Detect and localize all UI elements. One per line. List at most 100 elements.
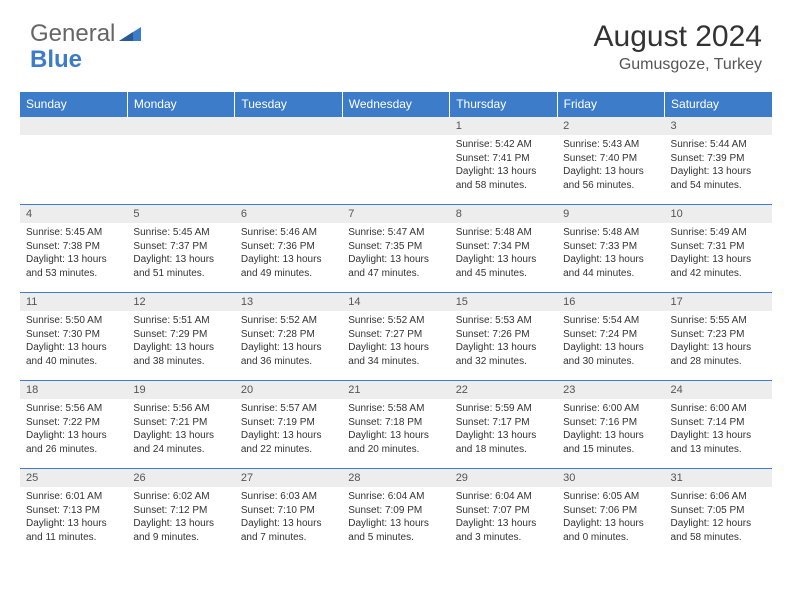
day-number: 22 <box>450 381 557 399</box>
logo-triangle-icon <box>119 20 141 48</box>
day-details: Sunrise: 5:51 AMSunset: 7:29 PMDaylight:… <box>127 311 234 374</box>
calendar-day-cell: 27Sunrise: 6:03 AMSunset: 7:10 PMDayligh… <box>235 469 342 557</box>
day-details: Sunrise: 5:52 AMSunset: 7:27 PMDaylight:… <box>342 311 449 374</box>
day-details: Sunrise: 5:52 AMSunset: 7:28 PMDaylight:… <box>235 311 342 374</box>
calendar-day-cell: 21Sunrise: 5:58 AMSunset: 7:18 PMDayligh… <box>342 381 449 469</box>
calendar-day-cell: 31Sunrise: 6:06 AMSunset: 7:05 PMDayligh… <box>665 469 772 557</box>
day-number <box>235 117 342 135</box>
day-details: Sunrise: 5:56 AMSunset: 7:22 PMDaylight:… <box>20 399 127 462</box>
day-details: Sunrise: 5:49 AMSunset: 7:31 PMDaylight:… <box>665 223 772 286</box>
day-details: Sunrise: 6:01 AMSunset: 7:13 PMDaylight:… <box>20 487 127 550</box>
calendar-day-cell: 16Sunrise: 5:54 AMSunset: 7:24 PMDayligh… <box>557 293 664 381</box>
day-details: Sunrise: 6:06 AMSunset: 7:05 PMDaylight:… <box>665 487 772 550</box>
day-number: 14 <box>342 293 449 311</box>
day-details: Sunrise: 5:59 AMSunset: 7:17 PMDaylight:… <box>450 399 557 462</box>
day-number: 28 <box>342 469 449 487</box>
day-details: Sunrise: 5:56 AMSunset: 7:21 PMDaylight:… <box>127 399 234 462</box>
calendar-day-cell: 14Sunrise: 5:52 AMSunset: 7:27 PMDayligh… <box>342 293 449 381</box>
calendar-day-cell: 29Sunrise: 6:04 AMSunset: 7:07 PMDayligh… <box>450 469 557 557</box>
day-details: Sunrise: 6:00 AMSunset: 7:16 PMDaylight:… <box>557 399 664 462</box>
calendar-head: SundayMondayTuesdayWednesdayThursdayFrid… <box>20 92 772 117</box>
calendar-day-cell: 17Sunrise: 5:55 AMSunset: 7:23 PMDayligh… <box>665 293 772 381</box>
day-header: Monday <box>127 92 234 117</box>
day-number: 16 <box>557 293 664 311</box>
calendar-day-cell: 1Sunrise: 5:42 AMSunset: 7:41 PMDaylight… <box>450 117 557 205</box>
day-number: 19 <box>127 381 234 399</box>
day-details: Sunrise: 5:43 AMSunset: 7:40 PMDaylight:… <box>557 135 664 198</box>
day-number: 17 <box>665 293 772 311</box>
day-header: Wednesday <box>342 92 449 117</box>
calendar-day-cell: 28Sunrise: 6:04 AMSunset: 7:09 PMDayligh… <box>342 469 449 557</box>
day-header: Saturday <box>665 92 772 117</box>
calendar-day-cell: 23Sunrise: 6:00 AMSunset: 7:16 PMDayligh… <box>557 381 664 469</box>
day-number: 3 <box>665 117 772 135</box>
day-number: 26 <box>127 469 234 487</box>
logo-text-blue: Blue <box>30 46 82 73</box>
calendar-day-cell: 4Sunrise: 5:45 AMSunset: 7:38 PMDaylight… <box>20 205 127 293</box>
day-number: 29 <box>450 469 557 487</box>
day-details: Sunrise: 5:42 AMSunset: 7:41 PMDaylight:… <box>450 135 557 198</box>
calendar-day-cell: 8Sunrise: 5:48 AMSunset: 7:34 PMDaylight… <box>450 205 557 293</box>
calendar-day-cell: 10Sunrise: 5:49 AMSunset: 7:31 PMDayligh… <box>665 205 772 293</box>
day-number: 7 <box>342 205 449 223</box>
day-number: 2 <box>557 117 664 135</box>
day-number: 6 <box>235 205 342 223</box>
day-details: Sunrise: 6:00 AMSunset: 7:14 PMDaylight:… <box>665 399 772 462</box>
calendar-day-cell: 5Sunrise: 5:45 AMSunset: 7:37 PMDaylight… <box>127 205 234 293</box>
day-number: 9 <box>557 205 664 223</box>
calendar-day-cell: 25Sunrise: 6:01 AMSunset: 7:13 PMDayligh… <box>20 469 127 557</box>
day-details: Sunrise: 5:57 AMSunset: 7:19 PMDaylight:… <box>235 399 342 462</box>
day-details: Sunrise: 5:54 AMSunset: 7:24 PMDaylight:… <box>557 311 664 374</box>
day-number <box>20 117 127 135</box>
day-header: Sunday <box>20 92 127 117</box>
day-header: Tuesday <box>235 92 342 117</box>
day-number: 4 <box>20 205 127 223</box>
day-number: 1 <box>450 117 557 135</box>
calendar-day-cell: 13Sunrise: 5:52 AMSunset: 7:28 PMDayligh… <box>235 293 342 381</box>
calendar-table: SundayMondayTuesdayWednesdayThursdayFrid… <box>20 92 772 557</box>
logo-text-general: General <box>30 20 115 48</box>
calendar-week-row: 1Sunrise: 5:42 AMSunset: 7:41 PMDaylight… <box>20 117 772 205</box>
page-header: General August 2024 Gumusgoze, Turkey <box>0 0 792 84</box>
calendar-day-cell: 15Sunrise: 5:53 AMSunset: 7:26 PMDayligh… <box>450 293 557 381</box>
day-details: Sunrise: 5:58 AMSunset: 7:18 PMDaylight:… <box>342 399 449 462</box>
day-number: 15 <box>450 293 557 311</box>
day-header: Friday <box>557 92 664 117</box>
day-header: Thursday <box>450 92 557 117</box>
day-number: 13 <box>235 293 342 311</box>
day-details: Sunrise: 6:03 AMSunset: 7:10 PMDaylight:… <box>235 487 342 550</box>
day-details: Sunrise: 5:45 AMSunset: 7:38 PMDaylight:… <box>20 223 127 286</box>
calendar-day-cell <box>20 117 127 205</box>
day-details: Sunrise: 5:50 AMSunset: 7:30 PMDaylight:… <box>20 311 127 374</box>
day-number: 20 <box>235 381 342 399</box>
calendar-day-cell <box>127 117 234 205</box>
calendar-day-cell <box>235 117 342 205</box>
calendar-day-cell: 11Sunrise: 5:50 AMSunset: 7:30 PMDayligh… <box>20 293 127 381</box>
calendar-week-row: 18Sunrise: 5:56 AMSunset: 7:22 PMDayligh… <box>20 381 772 469</box>
day-details: Sunrise: 5:47 AMSunset: 7:35 PMDaylight:… <box>342 223 449 286</box>
day-number: 30 <box>557 469 664 487</box>
month-title: August 2024 <box>594 20 762 54</box>
day-number: 27 <box>235 469 342 487</box>
calendar-day-cell: 12Sunrise: 5:51 AMSunset: 7:29 PMDayligh… <box>127 293 234 381</box>
day-details: Sunrise: 6:05 AMSunset: 7:06 PMDaylight:… <box>557 487 664 550</box>
day-details: Sunrise: 5:53 AMSunset: 7:26 PMDaylight:… <box>450 311 557 374</box>
calendar-week-row: 25Sunrise: 6:01 AMSunset: 7:13 PMDayligh… <box>20 469 772 557</box>
day-details: Sunrise: 5:48 AMSunset: 7:33 PMDaylight:… <box>557 223 664 286</box>
day-details: Sunrise: 6:02 AMSunset: 7:12 PMDaylight:… <box>127 487 234 550</box>
day-number: 24 <box>665 381 772 399</box>
calendar-day-cell: 22Sunrise: 5:59 AMSunset: 7:17 PMDayligh… <box>450 381 557 469</box>
day-number: 10 <box>665 205 772 223</box>
brand-logo: General <box>30 20 141 48</box>
day-number: 18 <box>20 381 127 399</box>
day-number: 8 <box>450 205 557 223</box>
calendar-day-cell: 3Sunrise: 5:44 AMSunset: 7:39 PMDaylight… <box>665 117 772 205</box>
day-details: Sunrise: 5:44 AMSunset: 7:39 PMDaylight:… <box>665 135 772 198</box>
day-number: 21 <box>342 381 449 399</box>
location-label: Gumusgoze, Turkey <box>594 56 762 74</box>
day-number <box>342 117 449 135</box>
logo-text-blue-row: Blue <box>30 46 82 74</box>
calendar-day-cell: 9Sunrise: 5:48 AMSunset: 7:33 PMDaylight… <box>557 205 664 293</box>
day-number: 25 <box>20 469 127 487</box>
calendar-day-cell: 19Sunrise: 5:56 AMSunset: 7:21 PMDayligh… <box>127 381 234 469</box>
